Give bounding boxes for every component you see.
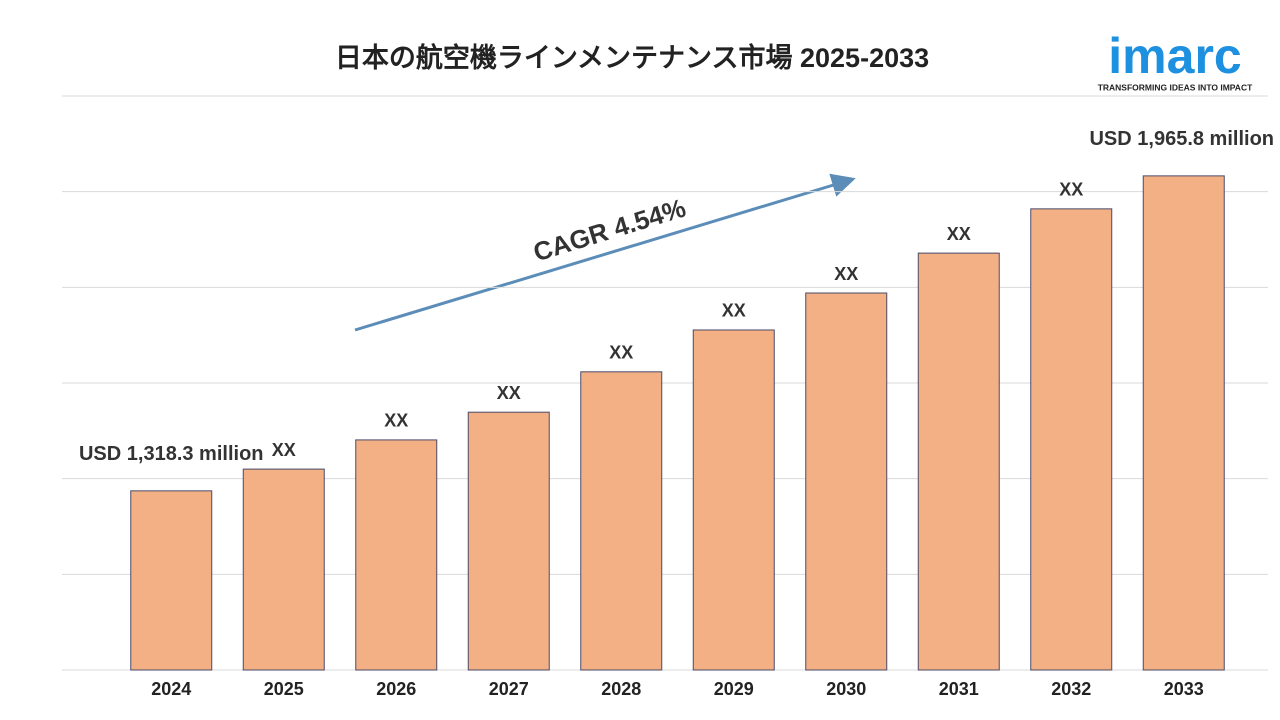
value-label: XX	[272, 440, 296, 460]
x-tick-label: 2030	[826, 679, 866, 699]
bar	[805, 292, 888, 671]
tagline: TRANSFORMING IDEAS INTO IMPACT	[1098, 82, 1253, 92]
bar	[1142, 175, 1225, 671]
cagr-arrow	[354, 173, 856, 332]
bar	[130, 490, 213, 671]
value-label: XX	[834, 264, 858, 284]
logo: imarc	[1108, 28, 1241, 84]
x-tick-label: 2027	[489, 679, 529, 699]
value-label: XX	[1059, 180, 1083, 200]
value-label: XX	[497, 383, 521, 403]
x-tick-label: 2028	[601, 679, 641, 699]
bar	[692, 329, 775, 671]
cagr-label: CAGR 4.54%	[530, 193, 689, 268]
value-label: USD 1,318.3 million	[79, 443, 264, 465]
bar	[467, 411, 550, 671]
x-tick-label: 2033	[1164, 679, 1204, 699]
bar	[917, 252, 1000, 671]
x-tick-label: 2031	[939, 679, 979, 699]
value-label: XX	[722, 301, 746, 321]
value-label: XX	[947, 224, 971, 244]
x-tick-label: 2025	[264, 679, 304, 699]
bar	[580, 371, 663, 671]
value-label: USD 1,965.8 million	[1089, 128, 1274, 150]
chart-title: 日本の航空機ラインメンテナンス市場 2025-2033	[335, 42, 929, 73]
x-tick-label: 2032	[1051, 679, 1091, 699]
bar	[355, 439, 438, 671]
bar	[1030, 208, 1113, 671]
x-tick-label: 2029	[714, 679, 754, 699]
value-label: XX	[384, 411, 408, 431]
bar	[242, 468, 325, 671]
x-tick-label: 2026	[376, 679, 416, 699]
value-label: XX	[609, 343, 633, 363]
x-tick-label: 2024	[151, 679, 191, 699]
